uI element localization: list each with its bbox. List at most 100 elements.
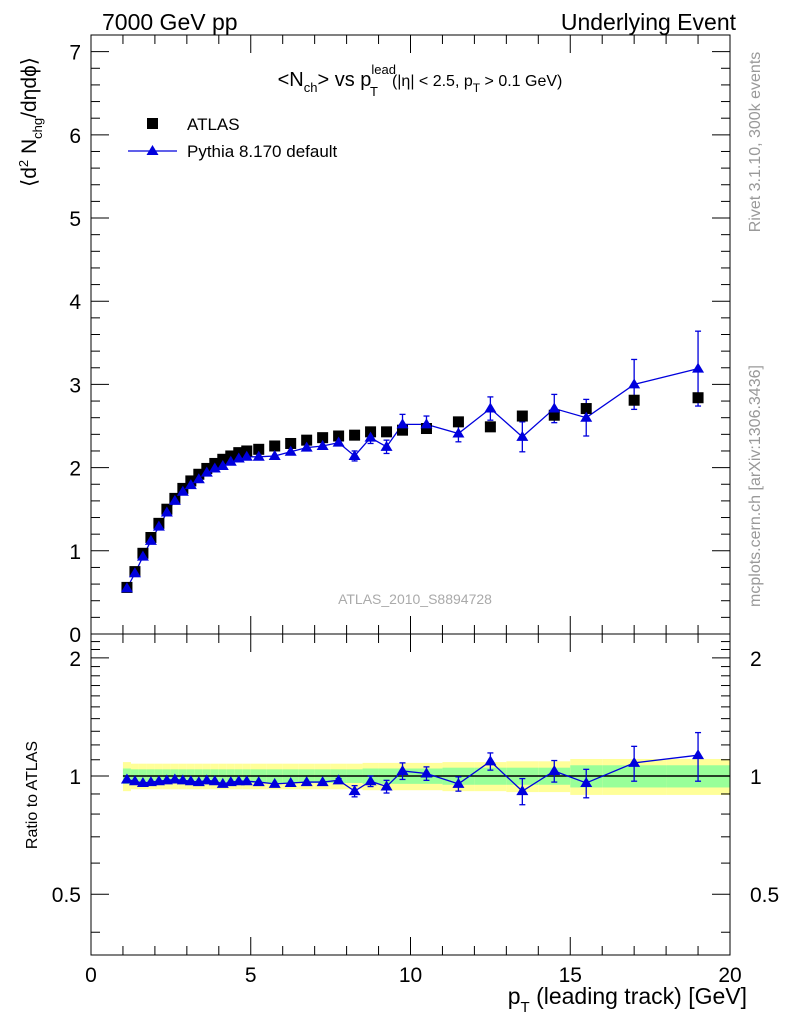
atlas-point (516, 410, 528, 422)
atlas-point (285, 437, 297, 449)
ratio-point (268, 777, 281, 788)
atlas-point (452, 416, 464, 428)
ratio-point (284, 776, 297, 787)
pythia-point (168, 494, 181, 505)
ratio-point (316, 776, 329, 787)
x-tick-label: 10 (399, 964, 422, 987)
x-axis-label: pT (leading track) [GeV] (508, 983, 747, 1016)
ratio-ytick-label-left: 1 (69, 766, 81, 789)
ratio-point (252, 776, 265, 787)
atlas-point (420, 423, 432, 435)
ratio-ytick-label-left: 2 (69, 648, 81, 671)
ratio-point (548, 764, 561, 775)
ratio-point (176, 774, 189, 785)
ratio-point (692, 749, 705, 760)
atlas-point (217, 453, 229, 465)
main-ytick-label: 3 (69, 374, 81, 397)
pythia-point (364, 431, 377, 442)
main-ylabel: ⟨d2 Nchg/dηdϕ⟩ (16, 57, 45, 187)
main-ytick-label: 7 (69, 42, 81, 65)
legend-label-pythia: Pythia 8.170 default (187, 142, 338, 161)
atlas-point (381, 426, 393, 438)
ratio-point (380, 780, 393, 791)
pythia-point (548, 402, 561, 413)
atlas-point (253, 443, 265, 455)
pythia-point (516, 430, 529, 441)
ratio-point (240, 775, 253, 786)
main-ytick-label: 0 (69, 624, 81, 647)
legend-marker-atlas (147, 118, 158, 129)
pythia-point (332, 436, 345, 447)
ratio-point (452, 777, 465, 788)
ratio-point (300, 776, 313, 787)
pythia-point (580, 411, 593, 422)
pythia-point (348, 449, 361, 460)
ratio-data (120, 731, 705, 806)
ratio-ytick-label-right: 2 (750, 648, 762, 671)
ratio-point (484, 755, 497, 766)
header-left: 7000 GeV pp (102, 9, 238, 35)
main-ytick-label: 6 (69, 125, 81, 148)
atlas-point (269, 440, 281, 452)
x-tick-label: 5 (245, 964, 257, 987)
ratio-point (348, 785, 361, 796)
ratio-point (580, 776, 593, 787)
pythia-point (252, 450, 265, 461)
ratio-ytick-label-left: 0.5 (52, 884, 81, 907)
atlas-point (397, 424, 409, 436)
watermark: ATLAS_2010_S8894728 (338, 591, 492, 607)
x-tick-label: 15 (559, 964, 582, 987)
pythia-point (160, 506, 173, 517)
legend-label-atlas: ATLAS (187, 115, 240, 134)
ratio-point (420, 767, 433, 778)
ratio-point (232, 775, 245, 786)
pythia-point (380, 440, 393, 451)
pythia-point (268, 449, 281, 460)
pythia-point (144, 534, 157, 545)
atlas-point (692, 392, 704, 404)
pythia-point (284, 445, 297, 456)
ratio-point (396, 764, 409, 775)
ratio-point (128, 775, 141, 786)
ratio-point (120, 773, 133, 784)
pythia-point (152, 520, 165, 531)
ratio-point (208, 775, 221, 786)
atlas-point (349, 429, 361, 441)
pythia-point (316, 439, 329, 450)
mcplots-label: mcplots.cern.ch [arXiv:1306.3436] (747, 365, 764, 607)
ratio-point (168, 773, 181, 784)
pythia-point (128, 567, 141, 578)
pythia-point (300, 441, 313, 452)
ratio-line (126, 754, 699, 792)
pythia-point (628, 378, 641, 389)
ratio-ylabel: Ratio to ATLAS (24, 741, 41, 849)
pythia-point (216, 459, 229, 470)
ratio-point (184, 775, 197, 786)
pythia-point (692, 362, 705, 373)
ratio-point (200, 774, 213, 785)
ratio-panel: 0.5 0.51 12 20 5 10 15 20 Ratio to ATLAS pT (le… (24, 633, 779, 1016)
x-tick-label: 20 (718, 964, 741, 987)
atlas-point (301, 434, 313, 446)
ratio-point (364, 775, 377, 786)
ratio-ytick-label-right: 0.5 (750, 884, 779, 907)
pythia-point (240, 450, 253, 461)
main-data (120, 330, 705, 593)
atlas-point (580, 403, 592, 415)
ratio-axes: 0.5 0.51 12 20 5 10 15 20 (52, 634, 779, 987)
pythia-point (120, 582, 133, 593)
ratio-point (332, 774, 345, 785)
legend-marker-pythia (146, 145, 159, 155)
pythia-line (126, 367, 699, 589)
pythia-point (420, 418, 433, 429)
legend: ATLAS Pythia 8.170 default (128, 115, 338, 161)
ratio-frame (90, 633, 731, 956)
main-ytick-label: 5 (69, 208, 81, 231)
pythia-point (224, 455, 237, 466)
atlas-point (333, 430, 345, 442)
pythia-point (396, 418, 409, 429)
header-right: Underlying Event (561, 9, 737, 35)
atlas-point (548, 409, 560, 421)
main-panel: <Nch> vs plead T(|η| < 2.5, pT > 0.1 GeV)… (16, 34, 731, 647)
